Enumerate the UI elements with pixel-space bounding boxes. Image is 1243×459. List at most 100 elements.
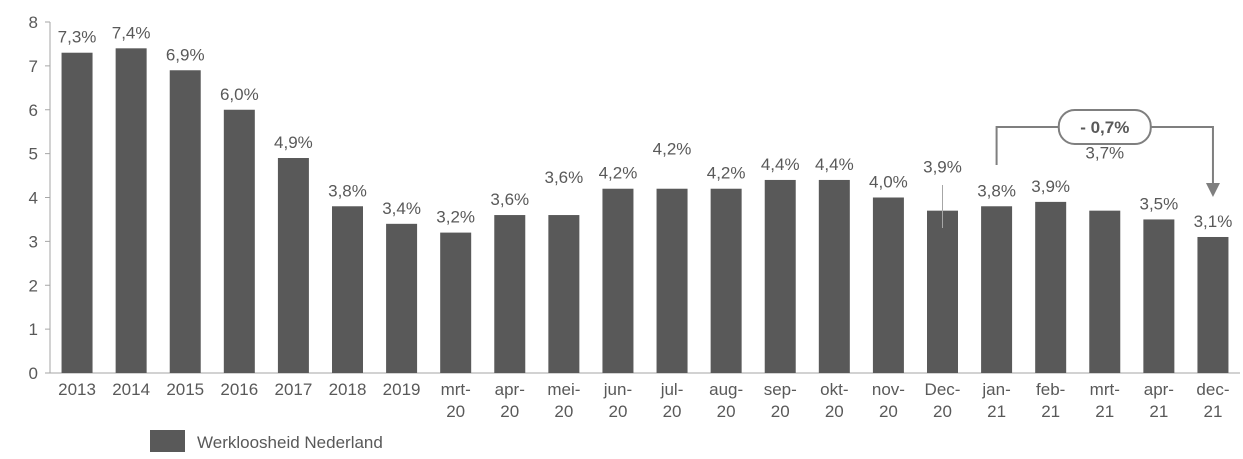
x-tick-label: aug- 20 — [709, 380, 743, 421]
bar — [548, 215, 580, 373]
value-label: 3,7% — [1085, 144, 1124, 163]
x-tick-label-line: 20 — [771, 402, 790, 421]
x-tick-label-line: 20 — [554, 402, 573, 421]
y-tick-label: 5 — [29, 145, 38, 164]
bar — [927, 210, 958, 373]
value-label: 3,6% — [490, 190, 529, 209]
x-tick-label: mrt- 21 — [1090, 380, 1120, 421]
bar — [1143, 219, 1175, 373]
x-tick-label-line: 20 — [879, 402, 898, 421]
x-tick-label-line: 20 — [663, 402, 682, 421]
value-label: 3,5% — [1139, 194, 1178, 213]
y-tick-label: 0 — [29, 364, 38, 383]
y-tick-label: 8 — [29, 13, 38, 32]
bar — [277, 158, 309, 373]
bar — [61, 52, 93, 374]
value-label: 7,3% — [58, 28, 97, 47]
x-tick-label: 2017 — [274, 380, 312, 399]
bar — [440, 232, 472, 373]
x-tick-label-line: okt- — [820, 380, 848, 399]
bar — [115, 48, 147, 373]
x-tick-label-line: jul- — [660, 380, 684, 399]
bar — [169, 70, 201, 373]
x-tick-label-line: feb- — [1036, 380, 1065, 399]
x-tick-label: apr- 21 — [1144, 380, 1174, 421]
y-tick-label: 1 — [29, 320, 38, 339]
x-tick-label-line: 20 — [717, 402, 736, 421]
x-tick-label: 2018 — [329, 380, 367, 399]
bar — [1035, 201, 1067, 373]
value-label: 7,4% — [112, 23, 151, 42]
x-tick-label: Dec- 20 — [925, 380, 961, 421]
x-tick-label-line: aug- — [709, 380, 743, 399]
y-tick-label: 6 — [29, 101, 38, 120]
x-tick-label-line: apr- — [495, 380, 525, 399]
value-label: 3,1% — [1194, 212, 1233, 231]
x-tick-label-line: 20 — [446, 402, 465, 421]
x-tick-label: 2013 — [58, 380, 96, 399]
x-tick-label-line: 21 — [1095, 402, 1114, 421]
value-label: 4,2% — [599, 164, 638, 183]
bar — [818, 179, 850, 373]
x-tick-label: 2016 — [220, 380, 258, 399]
x-tick-label-line: apr- — [1144, 380, 1174, 399]
x-tick-label: jun- 20 — [603, 380, 632, 421]
value-label: 3,9% — [1031, 177, 1070, 196]
bar — [710, 188, 742, 373]
x-tick-label-line: 20 — [608, 402, 627, 421]
x-tick-label: feb- 21 — [1036, 380, 1065, 421]
bar — [223, 109, 255, 373]
bar — [332, 206, 363, 373]
x-tick-label-line: 21 — [1149, 402, 1168, 421]
x-tick-label: nov- 20 — [872, 380, 905, 421]
value-label: 4,9% — [274, 133, 313, 152]
x-tick-label: 2015 — [166, 380, 204, 399]
x-tick-label-line: 21 — [1041, 402, 1060, 421]
x-tick-label-line: 21 — [1203, 402, 1222, 421]
x-tick-label-line: sep- — [764, 380, 797, 399]
value-label: 4,4% — [761, 155, 800, 174]
value-label: 3,9% — [923, 158, 962, 177]
x-tick-label: okt- 20 — [820, 380, 848, 421]
y-tick-label: 7 — [29, 57, 38, 76]
value-label: 3,2% — [436, 208, 475, 227]
bar — [494, 215, 526, 373]
x-tick-label-line: mrt- — [1090, 380, 1120, 399]
bar — [656, 188, 688, 373]
bar — [386, 223, 418, 373]
x-tick-label: jul- 20 — [660, 380, 684, 421]
value-label: 4,2% — [653, 140, 692, 159]
x-tick-label-line: 21 — [987, 402, 1006, 421]
x-tick-label: 2014 — [112, 380, 150, 399]
annotation: - 0,7% — [1080, 118, 1129, 137]
x-tick-label-line: 20 — [500, 402, 519, 421]
annotation-box — [1057, 109, 1152, 145]
value-label: 3,8% — [977, 181, 1016, 200]
x-tick-label: jan- 21 — [981, 380, 1010, 421]
value-label: 3,8% — [328, 181, 367, 200]
value-label: 3,4% — [382, 199, 421, 218]
value-label: 6,9% — [166, 45, 205, 64]
arrow-head — [1205, 183, 1220, 197]
y-tick-label: 3 — [29, 232, 38, 251]
x-tick-label-line: 20 — [825, 402, 844, 421]
value-label: 4,2% — [707, 164, 746, 183]
bar — [602, 188, 634, 373]
x-tick-label-line: mei- — [547, 380, 580, 399]
bar — [872, 197, 904, 373]
legend-label: Werkloosheid Nederland — [197, 433, 383, 452]
x-tick-label-line: Dec- — [925, 380, 961, 399]
y-tick-label: 2 — [29, 276, 38, 295]
x-tick-label-line: 20 — [933, 402, 952, 421]
bar — [1197, 236, 1229, 373]
x-tick-label: mrt- 20 — [441, 380, 471, 421]
bar — [1089, 210, 1121, 373]
x-tick-label: sep- 20 — [764, 380, 797, 421]
bar — [981, 206, 1013, 373]
x-tick-label-line: dec- — [1196, 380, 1229, 399]
x-tick-label-line: jan- — [981, 380, 1010, 399]
value-label: 4,4% — [815, 155, 854, 174]
value-label: 3,6% — [544, 168, 583, 187]
x-tick-label: apr- 20 — [495, 380, 525, 421]
